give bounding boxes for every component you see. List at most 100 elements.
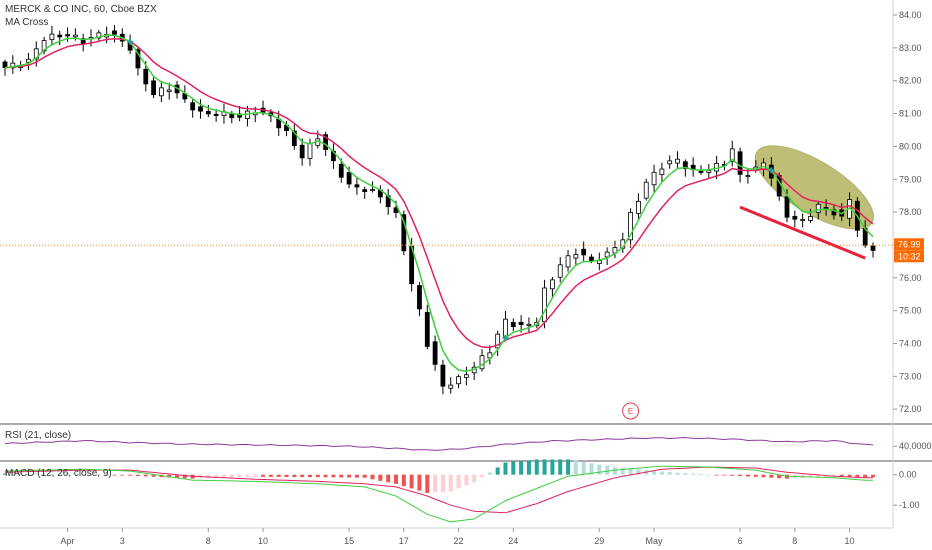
macd-histogram-bar (135, 474, 140, 476)
candle-up-body (166, 89, 172, 92)
candle-down-body (143, 68, 149, 85)
candle-down-body (213, 113, 219, 116)
macd-histogram-bar (675, 472, 680, 475)
ma-cross-marker (768, 167, 775, 174)
candle-up-body (49, 33, 55, 41)
rsi-pane: 40.0000 (0, 423, 932, 451)
candle-down-body (135, 49, 141, 69)
macd-histogram-bar (253, 474, 258, 477)
macd-histogram-bar (448, 474, 453, 492)
macd-histogram-bar (472, 474, 477, 483)
price-tick-label: 76.00 (899, 273, 922, 283)
candle-up-body (815, 203, 821, 213)
macd-histogram-bar (182, 474, 187, 479)
ma-fast-line (4, 34, 874, 372)
macd-histogram-bar (268, 474, 273, 477)
macd-histogram-bar (245, 474, 250, 478)
macd-histogram-bar (386, 474, 391, 483)
last-price-value: 76.99 (898, 239, 921, 249)
candle (737, 147, 743, 183)
candle-up-body (557, 264, 563, 278)
time-tick-label: Apr (61, 536, 75, 546)
macd-histogram-bar (738, 474, 743, 477)
candle-up-body (604, 251, 610, 258)
candle-up-body (463, 374, 469, 378)
candle-up-body (729, 148, 735, 163)
price-tick-label: 73.00 (899, 371, 922, 381)
macd-histogram-bar (425, 474, 430, 493)
macd-histogram-bar (26, 473, 31, 475)
macd-histogram-bar (597, 464, 602, 475)
candle-up-body (643, 181, 649, 199)
macd-histogram-bar (10, 473, 15, 475)
macd-title: MACD (12, 26, close, 9) (5, 468, 112, 479)
macd-histogram-bar (534, 459, 539, 475)
macd-histogram-bar (503, 462, 508, 475)
candle-up-body (651, 171, 657, 186)
trendline (739, 205, 866, 260)
candle (158, 81, 164, 102)
macd-histogram-bar (440, 474, 445, 492)
candle-down-body (291, 130, 297, 146)
candle (604, 247, 610, 266)
macd-histogram-bar (206, 474, 211, 479)
candle (424, 304, 430, 350)
candle-up-body (10, 62, 16, 69)
macd-histogram-bar (3, 473, 7, 475)
candle-down-body (323, 134, 329, 150)
candle-down-body (151, 80, 156, 96)
candle-down-body (338, 163, 344, 178)
macd-histogram-bar (300, 474, 305, 478)
macd-histogram-bar (331, 474, 336, 478)
candle-down-body (112, 30, 117, 35)
candle (456, 374, 461, 389)
candle (26, 52, 31, 70)
macd-histogram-bar (143, 474, 148, 477)
last-price-tag (894, 238, 924, 251)
macd-histogram-bar (753, 474, 758, 477)
price-tick-label: 81.00 (899, 109, 922, 119)
macd-histogram-bar (652, 470, 657, 475)
macd-histogram-bar (378, 474, 383, 481)
macd-histogram-bar (354, 474, 359, 478)
time-tick-label: 8 (206, 536, 211, 546)
candle (448, 377, 454, 394)
macd-histogram-bar (284, 474, 289, 477)
time-tick-label: 10 (258, 536, 268, 546)
macd-histogram-bar (433, 474, 438, 493)
macd-histogram-bar (855, 474, 860, 477)
macd-histogram-bar (526, 460, 531, 475)
macd-histogram-bar (573, 460, 578, 475)
macd-histogram-bar (167, 474, 172, 478)
price-axis: 84.0083.0082.0081.0080.0079.0078.0077.00… (892, 0, 924, 528)
candle-down-body (424, 312, 430, 347)
price-tick-label: 75.00 (899, 306, 922, 316)
candle (65, 27, 70, 42)
candle (510, 318, 516, 332)
candle (463, 366, 469, 386)
price-tick-label: 83.00 (899, 43, 922, 53)
macd-histogram-bar (831, 474, 836, 477)
candle-down-body (870, 245, 876, 251)
macd-histogram-bar (847, 474, 852, 477)
candle (166, 82, 172, 100)
candle-up-body (596, 260, 602, 264)
candle (338, 158, 344, 183)
macd-histogram-bar (175, 474, 180, 478)
candle-down-body (581, 248, 587, 256)
macd-histogram-bar (581, 462, 586, 475)
candle-up-body (800, 219, 806, 221)
candle-up-body (667, 160, 673, 165)
macd-tick-label: -1.00 (899, 500, 920, 510)
candle (205, 104, 211, 118)
macd-histogram-bar (745, 474, 750, 477)
candle-up-body (808, 216, 813, 221)
macd-histogram-bar (42, 473, 47, 475)
macd-histogram-bar (706, 474, 711, 476)
candle (354, 176, 360, 195)
candle-up-body (33, 48, 39, 60)
candle-up-body (636, 200, 641, 214)
candle (729, 140, 735, 167)
price-tick-label: 78.00 (899, 207, 922, 217)
